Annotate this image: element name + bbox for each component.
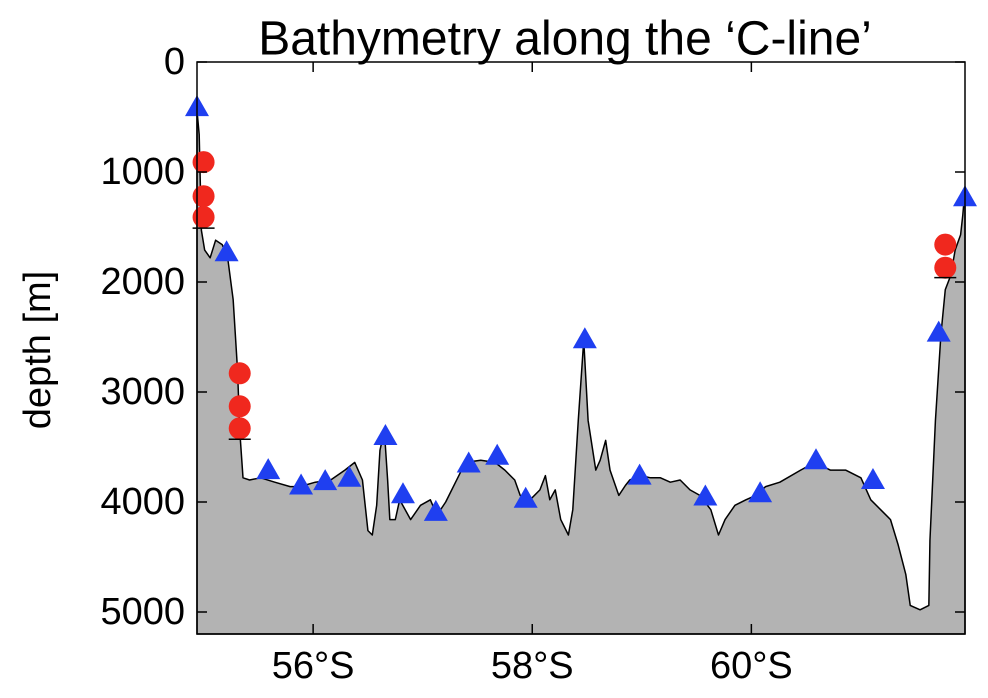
- y-tick-label: 4000: [100, 481, 185, 523]
- triangle-marker: [373, 424, 398, 445]
- triangle-marker: [860, 468, 885, 489]
- triangle-marker: [456, 451, 481, 473]
- triangle-marker: [390, 482, 415, 504]
- y-tick-label: 0: [164, 41, 185, 83]
- y-tick-label: 1000: [100, 151, 185, 193]
- y-tick-label: 2000: [100, 261, 185, 303]
- triangle-marker: [748, 481, 773, 503]
- triangle-marker: [313, 469, 338, 491]
- circle-marker: [192, 206, 215, 229]
- triangle-marker: [337, 465, 362, 487]
- y-tick-label: 3000: [100, 371, 185, 413]
- triangle-marker: [256, 458, 281, 480]
- chart-title: Bathymetry along the ‘C-line’: [258, 13, 872, 66]
- circle-marker: [934, 233, 957, 256]
- circle-marker: [228, 362, 251, 385]
- triangle-marker: [926, 320, 951, 342]
- y-axis-label: depth [m]: [17, 271, 59, 429]
- triangle-marker: [572, 327, 597, 349]
- triangle-marker: [804, 448, 829, 470]
- triangle-marker: [289, 473, 314, 495]
- triangle-marker: [627, 463, 652, 485]
- triangle-marker: [513, 486, 538, 508]
- x-tick-label: 60°S: [710, 645, 793, 687]
- circle-marker: [934, 256, 957, 279]
- circle-marker: [192, 185, 215, 208]
- circle-marker: [228, 417, 251, 440]
- triangle-marker: [214, 240, 239, 262]
- x-tick-label: 58°S: [491, 645, 574, 687]
- plot-frame: [196, 61, 966, 635]
- x-tick-label: 56°S: [272, 645, 355, 687]
- circle-marker: [192, 151, 215, 174]
- y-tick-label: 5000: [100, 591, 185, 633]
- circle-marker: [228, 395, 251, 418]
- triangle-marker: [693, 484, 718, 506]
- triangle-marker: [423, 499, 448, 521]
- triangle-marker: [485, 443, 510, 465]
